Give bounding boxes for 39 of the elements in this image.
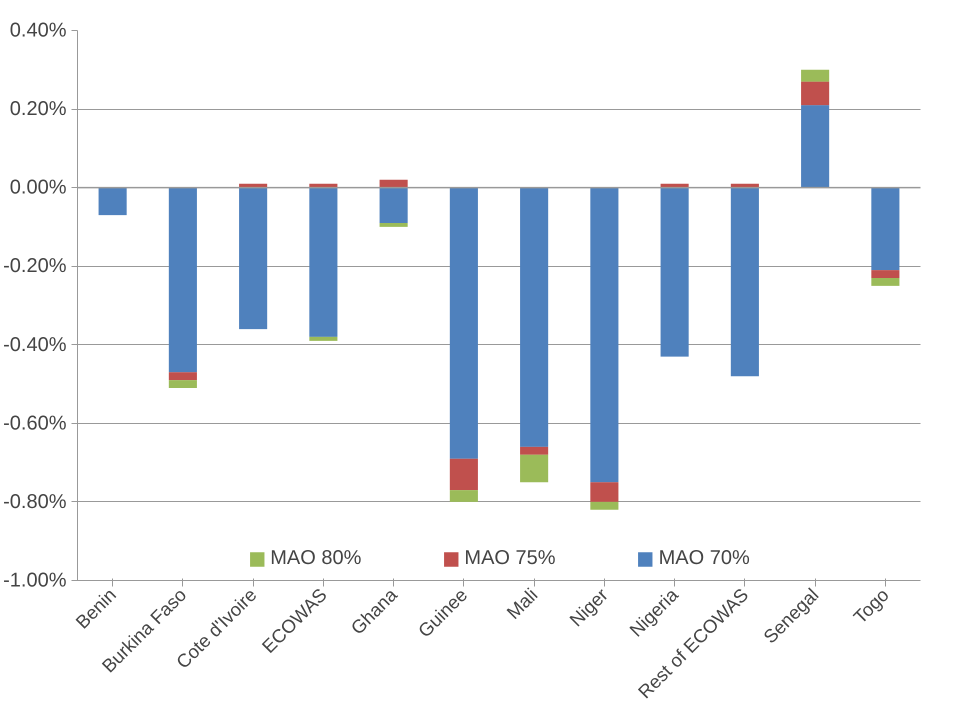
legend-label: MAO 75% [464, 547, 556, 570]
bar [239, 188, 268, 330]
y-tick-label: 0.40% [10, 20, 67, 42]
y-tick-label: -1.00% [3, 570, 67, 592]
bar [168, 380, 197, 388]
bar [801, 70, 830, 82]
y-tick-label: 0.20% [10, 98, 67, 120]
bar [590, 188, 618, 482]
bar [168, 188, 197, 372]
bar [801, 82, 830, 106]
legend-label: MAO 80% [270, 547, 362, 570]
bar [520, 454, 548, 482]
bar [871, 278, 900, 286]
y-tick-label: -0.20% [3, 255, 67, 278]
y-tick-label: -0.60% [3, 412, 67, 434]
bar [801, 105, 830, 188]
bar [450, 188, 478, 459]
legend-label: MAO 70% [658, 547, 750, 570]
bar [168, 372, 197, 380]
bar [380, 223, 408, 227]
bar [871, 270, 900, 278]
bar [730, 188, 759, 376]
y-tick-label: 0.00% [10, 176, 67, 199]
bar [380, 188, 408, 223]
bar [450, 490, 478, 502]
y-tick-label: -0.80% [3, 490, 67, 513]
bar [450, 458, 478, 490]
y-tick-label: -0.40% [3, 334, 67, 356]
x-tick-label: Togo [849, 584, 893, 628]
bar [309, 336, 338, 341]
x-tick-label: Mali [502, 584, 542, 624]
bar [520, 446, 548, 455]
bar [660, 188, 689, 357]
bar [98, 188, 127, 216]
bar [871, 188, 900, 270]
bar [590, 482, 618, 502]
bar [590, 502, 618, 510]
bar [520, 188, 548, 447]
bar [309, 188, 338, 337]
